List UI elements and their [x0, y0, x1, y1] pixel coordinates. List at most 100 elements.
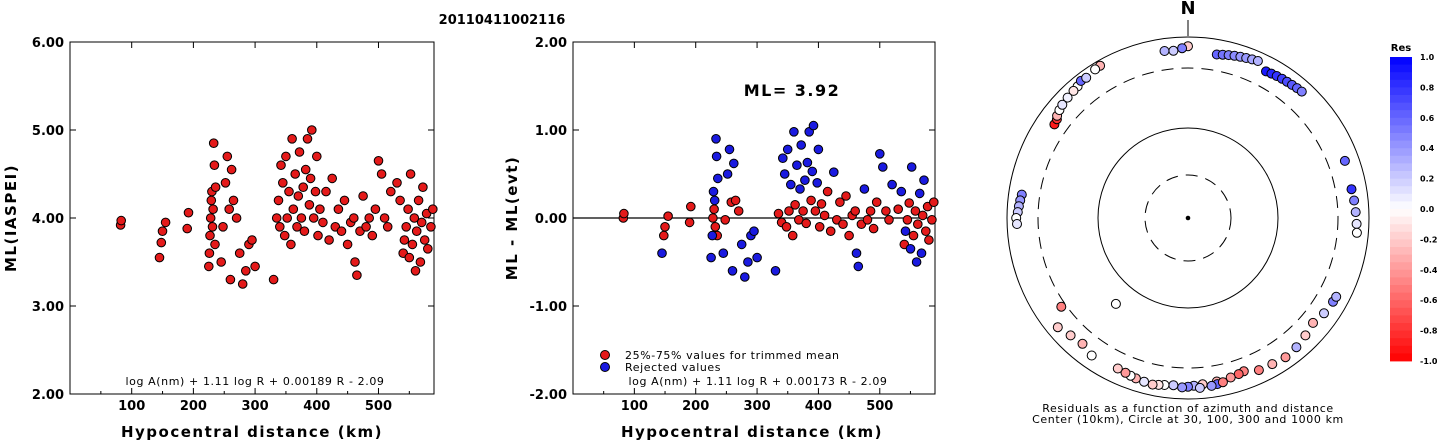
data-point [292, 222, 302, 232]
station-point [1177, 382, 1188, 393]
data-point [910, 206, 921, 216]
epicenter-dot [1185, 215, 1191, 221]
circle-100km [1097, 127, 1279, 309]
colorbar-cell [1390, 247, 1412, 255]
colorbar-title: Res [1391, 43, 1411, 54]
data-point [160, 217, 171, 228]
data-point [352, 270, 362, 281]
data-point [686, 201, 696, 212]
station-point [1081, 72, 1092, 83]
y-tick-label: 4.00 [32, 212, 64, 227]
data-point [802, 157, 813, 168]
data-point [790, 200, 800, 210]
circle-1000km [1006, 36, 1370, 400]
colorbar-cell [1390, 300, 1412, 309]
colorbar-cell [1390, 216, 1412, 225]
data-point [792, 160, 802, 170]
data-point [710, 222, 721, 232]
data-point [711, 151, 722, 162]
data-point [294, 147, 305, 157]
data-point [327, 173, 338, 184]
colorbar-cell [1390, 171, 1412, 179]
tick-marks [573, 41, 935, 395]
data-point [419, 235, 430, 245]
data-point [250, 261, 260, 272]
colorbar-cell [1390, 224, 1412, 233]
data-point [305, 173, 316, 184]
data-point [225, 274, 236, 285]
data-point [183, 207, 194, 218]
colorbar-cell [1390, 57, 1412, 65]
ml-value-label: ML= 3.92 [744, 81, 841, 100]
x-tick-label: 500 [365, 399, 392, 414]
data-point [904, 198, 915, 208]
data-point [619, 208, 629, 219]
formula-label: log A(nm) + 1.11 log R + 0.00189 R - 2.0… [125, 375, 384, 388]
data-point [713, 173, 723, 184]
station-point [1177, 43, 1188, 54]
data-point [786, 179, 796, 190]
data-point [302, 134, 313, 144]
colorbar-cell [1390, 292, 1412, 301]
data-point [844, 230, 854, 241]
data-point [324, 235, 334, 245]
colorbar-cell [1390, 102, 1412, 111]
data-point [868, 223, 879, 234]
data-point [308, 213, 319, 223]
data-point [157, 226, 168, 236]
data-point [778, 153, 788, 163]
data-point [410, 266, 421, 276]
x-tick-label: 100 [118, 399, 145, 414]
data-point [312, 151, 322, 162]
data-point [315, 204, 325, 214]
ml-vs-distance-panel: 100 200 300 400 500 2.00 3.00 4.00 5.00 6.00 log… [2, 36, 438, 441]
data-point [743, 257, 753, 267]
x-tick-label: 400 [805, 399, 832, 414]
colorbar-cell [1390, 117, 1412, 126]
data-point [736, 239, 747, 250]
data-point [781, 222, 792, 232]
data-point [336, 226, 347, 236]
station-point [1056, 301, 1067, 312]
data-point [226, 164, 237, 175]
data-point [871, 197, 882, 207]
data-point [784, 206, 794, 216]
station-point [1252, 56, 1263, 66]
data-point [884, 215, 894, 225]
data-point [779, 169, 790, 179]
data-point [850, 206, 861, 216]
data-point [207, 222, 218, 232]
data-point [807, 166, 818, 177]
data-point [281, 151, 291, 162]
station-point [1280, 352, 1291, 363]
data-point [405, 169, 416, 179]
station-point [1350, 207, 1361, 218]
station-point [1206, 380, 1217, 391]
data-point [386, 186, 396, 197]
colorbar-tick-label: 0.0 [1420, 205, 1435, 214]
data-point [350, 257, 360, 267]
data-point [709, 195, 720, 206]
colorbar-cell [1390, 178, 1412, 187]
data-point [829, 167, 839, 177]
x-tick-label: 300 [743, 399, 770, 414]
data-point [299, 226, 310, 236]
x-axis-label: Hypocentral distance (km) [121, 423, 383, 441]
data-point [222, 151, 233, 162]
data-point [929, 197, 939, 207]
station-point [1291, 342, 1302, 353]
data-point [893, 204, 904, 214]
station-point [1110, 298, 1121, 309]
data-point [154, 252, 165, 263]
station-point [1052, 322, 1063, 333]
data-point [862, 215, 873, 225]
data-point [718, 248, 729, 258]
station-point [1217, 377, 1228, 388]
data-point [851, 248, 862, 258]
data-point [220, 178, 231, 188]
colorbar-cell [1390, 163, 1412, 172]
data-point [333, 204, 344, 214]
station-point [1062, 92, 1073, 103]
legend-marker-red [600, 350, 610, 360]
x-tick-label: 300 [242, 399, 269, 414]
